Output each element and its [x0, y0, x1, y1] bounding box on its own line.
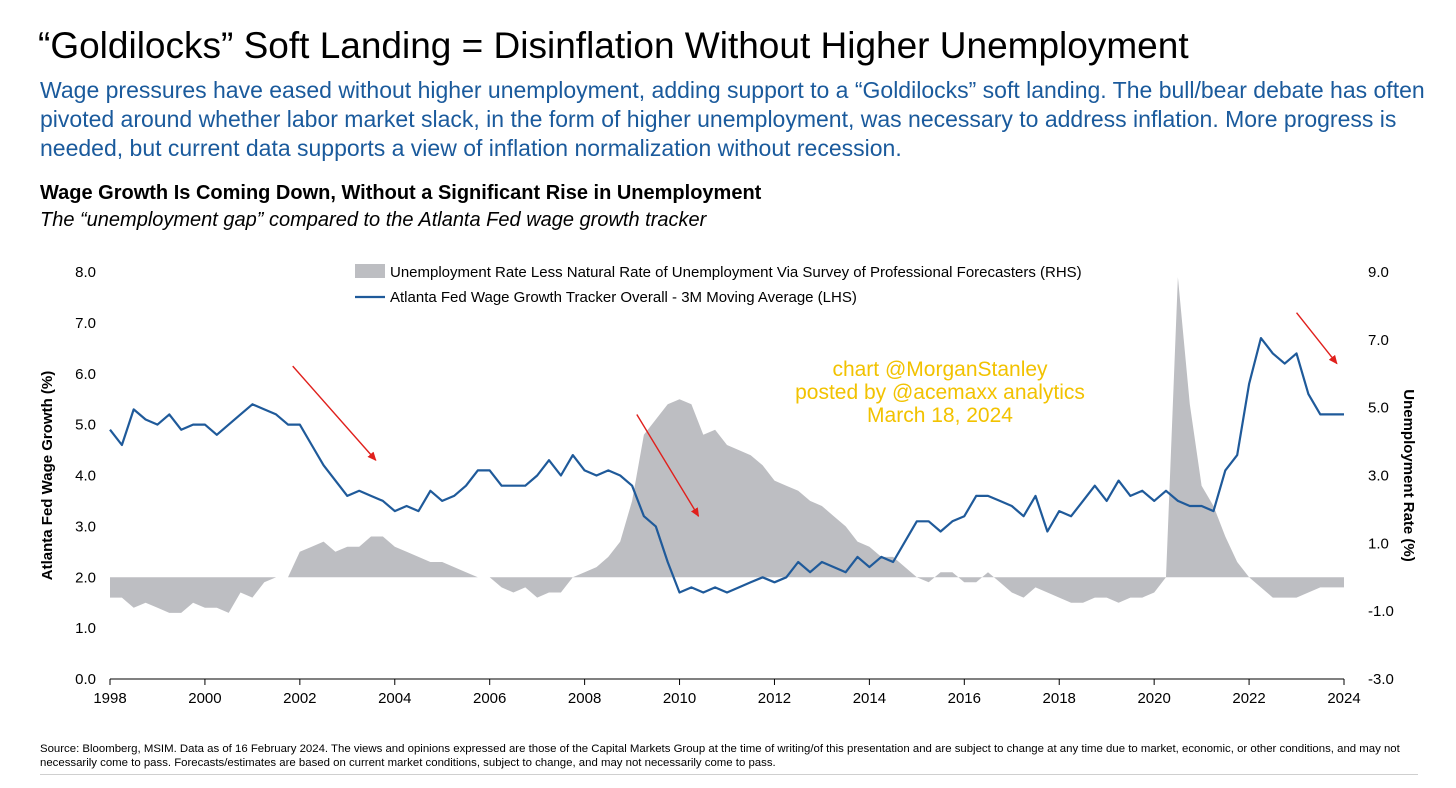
chart-subtitle: The “unemployment gap” compared to the A… — [40, 209, 707, 231]
source-note: Source: Bloomberg, MSIM. Data as of 16 F… — [40, 743, 1400, 769]
watermark-line: posted by @acemaxx analytics — [795, 381, 1085, 404]
x-tick-label: 2020 — [1137, 690, 1170, 707]
legend-swatch-area — [355, 264, 385, 278]
y-right-tick-label: 3.0 — [1368, 468, 1389, 485]
y-left-tick-label: 2.0 — [75, 569, 96, 586]
x-tick-label: 2012 — [758, 690, 791, 707]
y-left-tick-label: 1.0 — [75, 620, 96, 637]
x-tick-label: 1998 — [93, 690, 126, 707]
y-left-tick-label: 7.0 — [75, 315, 96, 332]
x-tick-label: 2006 — [473, 690, 506, 707]
y-right-tick-label: -1.0 — [1368, 603, 1394, 620]
wage-growth-layer — [109, 337, 1344, 594]
x-tick-label: 2014 — [853, 690, 886, 707]
footer-divider — [40, 774, 1418, 775]
x-tick-label: 2022 — [1232, 690, 1265, 707]
x-tick-label: 2018 — [1043, 690, 1076, 707]
y-left-tick-label: 8.0 — [75, 264, 96, 281]
y-right-tick-label: 5.0 — [1368, 400, 1389, 417]
x-tick-label: 2002 — [283, 690, 316, 707]
trend-arrow — [292, 365, 377, 461]
headline-summary: Wage pressures have eased without higher… — [40, 77, 1425, 161]
y-left-tick-label: 6.0 — [75, 366, 96, 383]
y-left-tick-label: 5.0 — [75, 417, 96, 434]
chart-title: Wage Growth Is Coming Down, Without a Si… — [40, 182, 762, 204]
legend-label-line: Atlanta Fed Wage Growth Tracker Overall … — [390, 289, 857, 306]
y-right-tick-label: -3.0 — [1368, 671, 1394, 688]
trend-arrow — [1295, 312, 1338, 365]
watermark-line: chart @MorganStanley — [832, 358, 1048, 381]
x-tick-label: 2004 — [378, 690, 411, 707]
y-left-tick-label: 4.0 — [75, 468, 96, 485]
unemployment-gap-area — [110, 277, 1344, 613]
y-right-axis-title: Unemployment Rate (%) — [1400, 389, 1417, 562]
legend: Unemployment Rate Less Natural Rate of U… — [355, 264, 1082, 306]
unemployment-gap-layer — [110, 277, 1344, 613]
y-left-tick-label: 3.0 — [75, 518, 96, 535]
main-title: “Goldilocks” Soft Landing = Disinflation… — [38, 25, 1189, 66]
x-tick-label: 2010 — [663, 690, 696, 707]
annotation-layer — [292, 312, 1338, 518]
axes-layer: 1998 2000 2002 2004 2006 2008 2010 2012 2014 2016… — [39, 264, 1417, 707]
y-left-axis-title: Atlanta Fed Wage Growth (%) — [39, 371, 56, 580]
y-right-tick-label: 7.0 — [1368, 332, 1389, 349]
y-right-tick-label: 9.0 — [1368, 264, 1389, 281]
legend-label-area: Unemployment Rate Less Natural Rate of U… — [390, 264, 1082, 281]
x-tick-label: 2016 — [948, 690, 981, 707]
x-tick-label: 2008 — [568, 690, 601, 707]
y-right-tick-label: 1.0 — [1368, 535, 1389, 552]
y-left-tick-label: 0.0 — [75, 671, 96, 688]
trend-arrow — [636, 414, 700, 518]
x-tick-label: 2000 — [188, 690, 221, 707]
x-tick-label: 2024 — [1327, 690, 1360, 707]
watermark-line: March 18, 2024 — [867, 404, 1013, 427]
wage-growth-line — [109, 337, 1344, 594]
